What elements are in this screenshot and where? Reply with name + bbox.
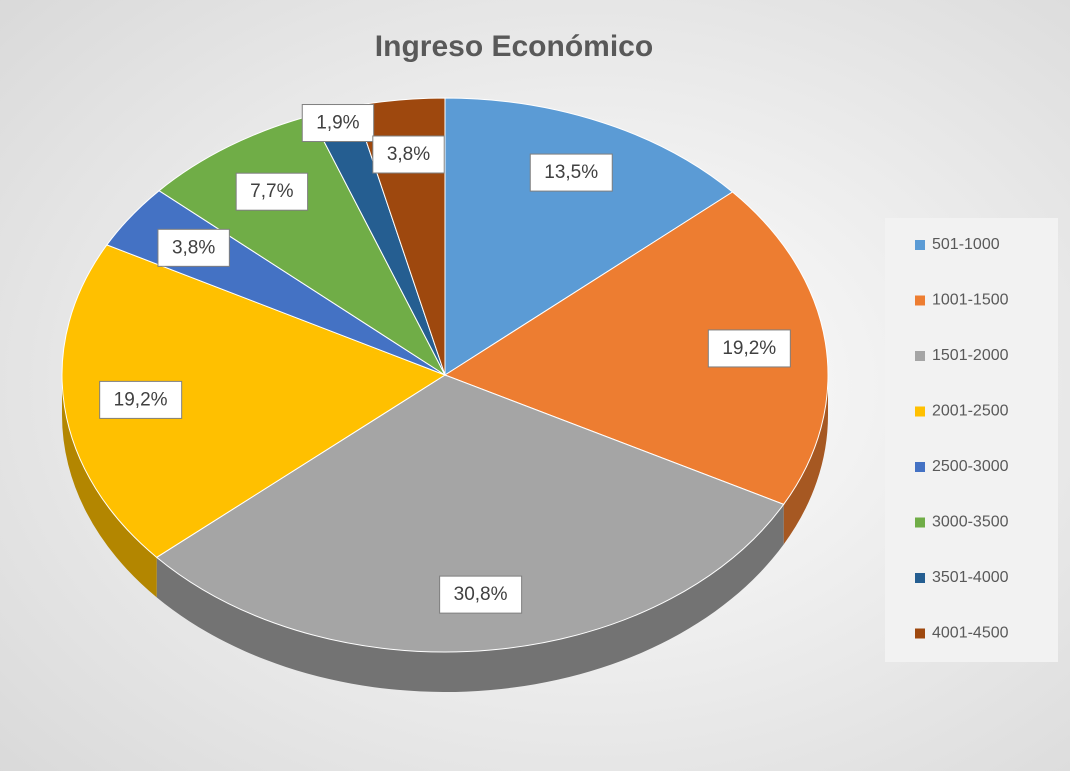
legend-swatch xyxy=(915,462,925,472)
slice xyxy=(444,97,734,376)
legend-box xyxy=(885,218,1058,662)
value-label: 30,8% xyxy=(454,584,508,605)
value-label: 19,2% xyxy=(114,389,168,410)
value-label: 13,5% xyxy=(544,162,598,183)
value-label-box xyxy=(99,380,183,419)
chart-title: Ingreso Económico xyxy=(375,30,653,63)
legend-label: 2001-2500 xyxy=(932,403,1009,420)
legend-swatch xyxy=(915,406,925,417)
legend-label: 4001-4500 xyxy=(932,625,1009,642)
slice xyxy=(155,374,785,653)
slice xyxy=(443,191,829,505)
legend-label: 501-1000 xyxy=(932,236,1000,253)
value-label-box xyxy=(235,172,309,211)
slice xyxy=(158,115,447,377)
legend-swatch xyxy=(915,573,925,583)
value-label: 19,2% xyxy=(722,338,776,359)
legend-swatch xyxy=(915,295,925,306)
legend-label: 2500-3000 xyxy=(932,458,1009,475)
slice-side xyxy=(156,504,784,692)
value-label-box xyxy=(301,104,375,143)
legend-swatch xyxy=(915,240,925,250)
value-label-box xyxy=(439,575,523,614)
slice-side xyxy=(783,375,828,545)
value-label: 3,8% xyxy=(172,237,215,258)
value-label: 7,7% xyxy=(250,181,293,202)
legend-swatch xyxy=(915,517,925,528)
legend-label: 3501-4000 xyxy=(932,569,1009,586)
value-label: 3,8% xyxy=(387,144,430,165)
legend-label: 1501-2000 xyxy=(932,347,1009,364)
value-label-box xyxy=(707,329,791,368)
legend-swatch xyxy=(915,351,925,361)
legend-label: 1001-1500 xyxy=(932,292,1009,309)
legend-label: 3000-3500 xyxy=(932,514,1009,531)
value-label: 1,9% xyxy=(316,113,359,134)
legend-swatch xyxy=(915,628,925,639)
value-label-box xyxy=(529,153,613,192)
value-label-box xyxy=(372,135,445,174)
slice xyxy=(61,244,447,558)
slice-side xyxy=(62,375,157,598)
value-label-box xyxy=(157,228,230,267)
